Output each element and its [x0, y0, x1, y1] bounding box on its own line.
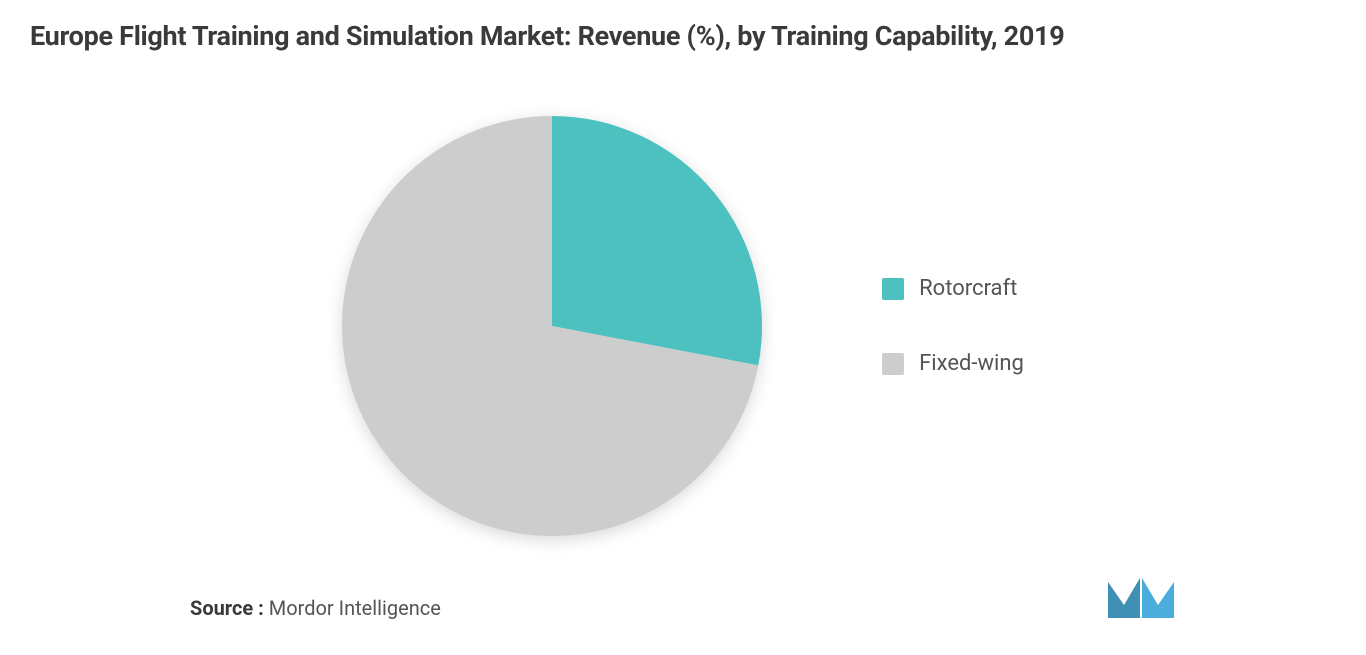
legend-item-fixed-wing: Fixed-wing	[882, 351, 1024, 376]
chart-container: Europe Flight Training and Simulation Ma…	[0, 0, 1366, 655]
chart-title: Europe Flight Training and Simulation Ma…	[30, 20, 1336, 52]
pie-wrapper: Rotorcraft Fixed-wing	[342, 116, 1024, 536]
pie-slice-rotorcraft	[552, 116, 762, 365]
source-label: Source :	[190, 596, 264, 620]
pie-svg	[342, 116, 762, 536]
mordor-logo-icon	[1106, 570, 1176, 620]
pie-chart	[342, 116, 762, 536]
source: Source : Mordor Intelligence	[190, 596, 441, 620]
legend-label: Rotorcraft	[919, 276, 1017, 301]
legend: Rotorcraft Fixed-wing	[882, 276, 1024, 376]
chart-area: Rotorcraft Fixed-wing	[30, 82, 1336, 570]
legend-swatch	[882, 278, 904, 300]
legend-item-rotorcraft: Rotorcraft	[882, 276, 1024, 301]
logo-svg	[1106, 570, 1176, 620]
legend-label: Fixed-wing	[919, 351, 1024, 376]
footer: Source : Mordor Intelligence	[30, 570, 1336, 635]
legend-swatch	[882, 353, 904, 375]
source-value: Mordor Intelligence	[269, 596, 441, 620]
